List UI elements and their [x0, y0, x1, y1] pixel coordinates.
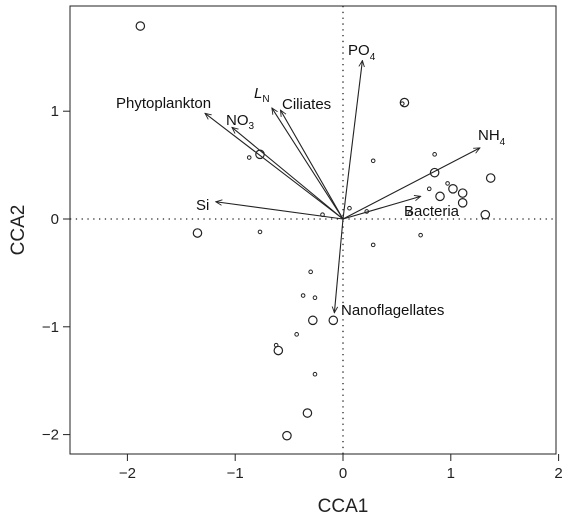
- x-tick-label: 2: [554, 465, 562, 482]
- x-tick-label: −2: [119, 465, 136, 482]
- label-nanoflagellates: Nanoflagellates: [341, 302, 444, 319]
- label-nh4: NH4: [478, 127, 506, 148]
- zero-lines: [70, 6, 556, 454]
- site-point-large: [308, 315, 318, 326]
- site-point-small: [432, 152, 437, 157]
- site-point-large: [448, 184, 458, 194]
- x-axis-title: CCA1: [318, 496, 369, 517]
- x-tick-label: 0: [339, 465, 347, 482]
- site-point-small: [312, 371, 318, 377]
- y-tick-label: −2: [42, 427, 59, 444]
- site-point-small: [312, 295, 318, 300]
- label-ln-sub: N: [262, 94, 269, 105]
- site-point-small: [300, 293, 306, 298]
- site-point-large: [435, 191, 445, 202]
- site-point-large: [273, 345, 284, 356]
- label-no3-main: NO: [226, 112, 249, 129]
- plot-frame: [69, 5, 557, 455]
- label-si: Si: [196, 197, 209, 214]
- site-point-small: [246, 155, 252, 160]
- label-phytoplankton: Phytoplankton: [116, 95, 211, 112]
- label-bacteria: Bacteria: [404, 203, 460, 220]
- site-point-large: [399, 97, 410, 108]
- site-point-small: [320, 212, 325, 217]
- site-point-small: [308, 269, 313, 275]
- label-po4-main: PO: [348, 42, 370, 59]
- vector-arrow-nh4: [342, 148, 480, 220]
- vector-arrow-nanoflagellates: [334, 218, 344, 313]
- site-point-small: [445, 181, 450, 186]
- site-points: [135, 21, 496, 441]
- site-point-small: [370, 158, 376, 164]
- site-point-small: [364, 209, 370, 214]
- vector-arrow-ln: [272, 108, 344, 220]
- site-point-small: [273, 342, 279, 348]
- site-point-small: [347, 205, 352, 211]
- vector-arrows: [205, 61, 480, 313]
- axis-ticks: −2 −1 0 1 2 −2 −1 0 1: [42, 103, 563, 482]
- site-point-small: [399, 101, 405, 106]
- vector-arrow-bacteria: [342, 196, 421, 220]
- site-point-large: [480, 209, 491, 220]
- label-nh4-main: NH: [478, 127, 500, 144]
- y-tick-label: 1: [51, 103, 59, 120]
- site-point-large: [429, 167, 440, 178]
- x-tick-label: 1: [447, 465, 455, 482]
- site-point-large: [282, 430, 292, 441]
- label-po4-sub: 4: [370, 52, 376, 63]
- site-point-small: [426, 186, 432, 192]
- site-point-large: [485, 173, 496, 183]
- vector-arrow-po4: [342, 61, 362, 220]
- site-point-small: [294, 332, 299, 337]
- site-point-large: [457, 198, 468, 208]
- vector-arrow-ciliates: [280, 110, 344, 220]
- site-point-small: [257, 229, 263, 235]
- y-tick-label: −1: [42, 319, 59, 336]
- site-point-large: [192, 228, 203, 238]
- site-point-large: [328, 315, 339, 326]
- site-point-large: [457, 188, 468, 198]
- label-ln: LN: [254, 85, 270, 105]
- site-point-small: [418, 232, 423, 238]
- label-po4: PO4: [348, 42, 376, 63]
- label-no3-sub: 3: [249, 121, 255, 132]
- label-no3: NO3: [226, 112, 255, 132]
- y-tick-label: 0: [51, 211, 59, 228]
- label-nh4-sub: 4: [500, 137, 506, 148]
- vector-arrow-no3: [232, 127, 344, 220]
- site-point-large: [135, 21, 146, 31]
- label-ln-main: L: [254, 85, 262, 102]
- site-point-large: [302, 408, 313, 418]
- site-point-small: [407, 211, 413, 216]
- site-point-large: [255, 149, 265, 160]
- x-tick-label: −1: [227, 465, 244, 482]
- vector-arrow-phytoplankton: [205, 113, 344, 220]
- site-point-small: [370, 242, 376, 248]
- label-ciliates: Ciliates: [282, 96, 331, 113]
- y-axis-title: CCA2: [8, 205, 29, 256]
